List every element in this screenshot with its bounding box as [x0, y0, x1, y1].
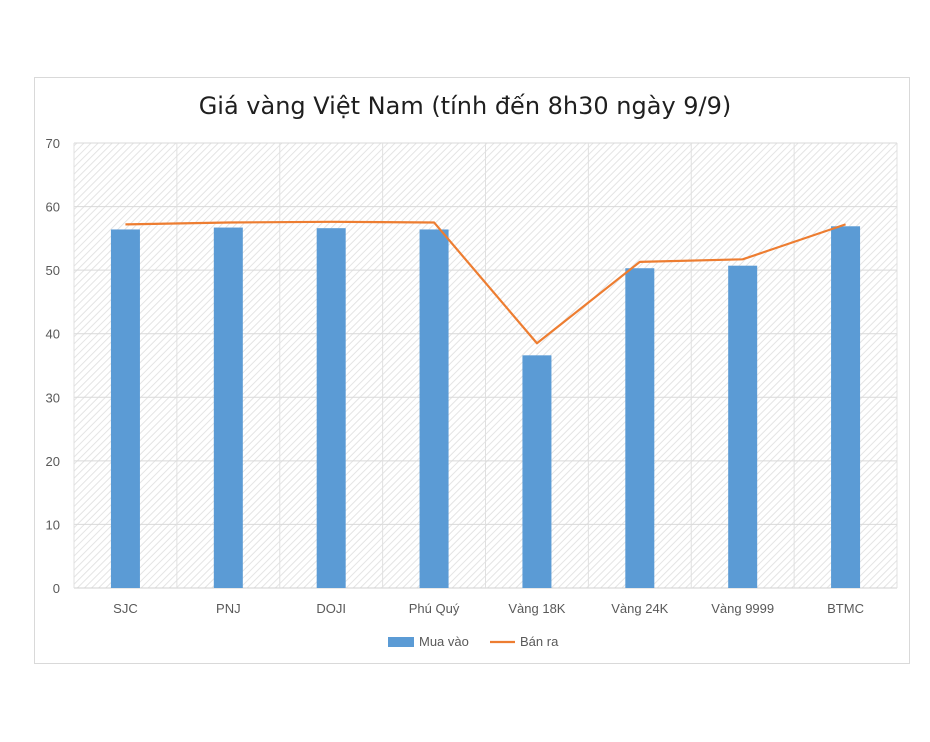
- legend-label-mua-vao: Mua vào: [419, 634, 469, 649]
- line-ban-ra: [125, 220, 846, 345]
- chart-title: Giá vàng Việt Nam (tính đến 8h30 ngày 9/…: [198, 92, 732, 120]
- bar-mua-vao: [419, 229, 449, 588]
- bar-mua-vao: [522, 355, 552, 588]
- bar-mua-vao: [213, 227, 243, 589]
- line-series: [125, 220, 846, 345]
- y-axis: 0 10 20 30 40 50 60 70: [46, 136, 60, 596]
- x-tick-label: Vàng 9999: [711, 601, 774, 616]
- x-tick-label: DOJI: [316, 601, 346, 616]
- y-tick-label: 60: [46, 200, 60, 215]
- x-tick-label: PNJ: [216, 601, 241, 616]
- y-tick-label: 10: [46, 517, 60, 532]
- x-axis: SJC PNJ DOJI Phú Quý Vàng 18K Vàng 24K Vàng 99…: [113, 601, 864, 616]
- x-tick-label: Vàng 18K: [508, 601, 565, 616]
- y-tick-label: 50: [46, 263, 60, 278]
- bar-mua-vao: [316, 228, 346, 588]
- bar-mua-vao: [625, 268, 655, 588]
- y-tick-label: 20: [46, 454, 60, 469]
- x-tick-label: BTMC: [827, 601, 864, 616]
- x-tick-label: Vàng 24K: [611, 601, 668, 616]
- bar-mua-vao: [728, 265, 758, 588]
- bar-mua-vao: [831, 226, 861, 588]
- bar-mua-vao: [110, 229, 140, 588]
- legend-swatch-mua-vao: [388, 637, 414, 647]
- bar-series: [110, 226, 861, 589]
- legend: Mua vào Bán ra: [388, 634, 559, 649]
- y-tick-label: 0: [53, 581, 60, 596]
- x-tick-label: SJC: [113, 601, 138, 616]
- x-tick-label: Phú Quý: [409, 601, 460, 616]
- legend-label-ban-ra: Bán ra: [520, 634, 559, 649]
- gridlines: [73, 142, 898, 589]
- y-tick-label: 70: [46, 136, 60, 151]
- y-tick-label: 40: [46, 327, 60, 342]
- y-tick-label: 30: [46, 390, 60, 405]
